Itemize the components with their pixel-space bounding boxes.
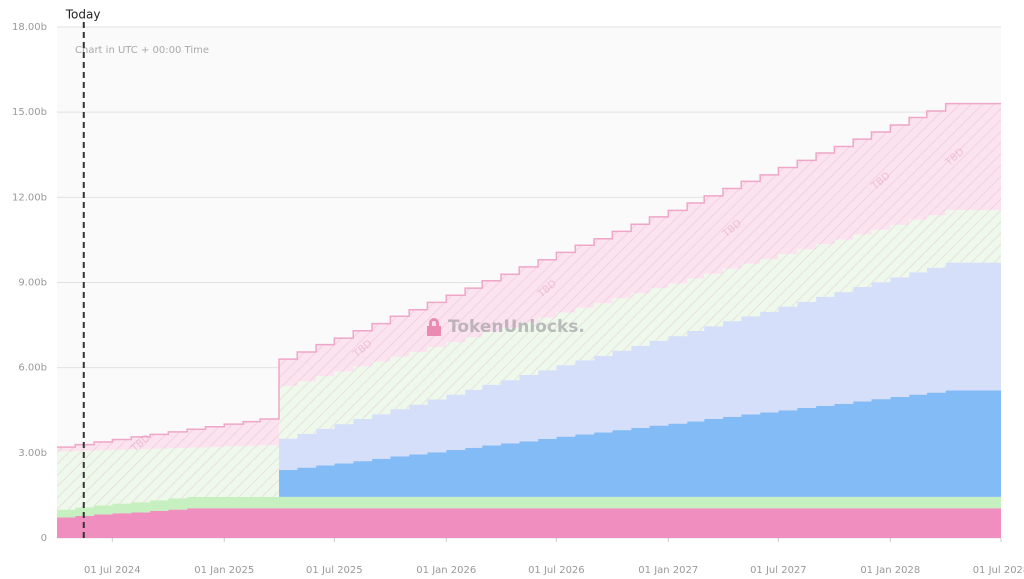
- watermark: TokenUnlocks.: [448, 317, 585, 337]
- y-tick-label: 15.00b: [12, 107, 47, 118]
- x-tick-label: 01 Jul 2026: [528, 565, 585, 576]
- y-tick-label: 0: [41, 533, 47, 544]
- watermark-icon: [427, 318, 441, 336]
- y-tick-label: 18.00b: [12, 22, 47, 33]
- x-tick-label: 01 Jul 2027: [750, 565, 807, 576]
- x-tick-label: 01 Jan 2026: [416, 565, 476, 576]
- today-label: Today: [65, 8, 101, 22]
- y-tick-label: 9.00b: [18, 278, 47, 289]
- top-line: [57, 102, 1001, 448]
- x-tick-label: 01 Jul 2025: [306, 565, 363, 576]
- x-tick-label: 01 Jan 2025: [194, 565, 254, 576]
- x-tick-label: 01 Jul 2028: [973, 565, 1024, 576]
- area: [57, 390, 1001, 510]
- area: [57, 496, 1001, 518]
- area-hatch: [57, 210, 1001, 510]
- area-hatch: [57, 103, 1001, 452]
- y-tick-label: 3.00b: [18, 448, 47, 459]
- x-tick-label: 01 Jan 2028: [860, 565, 920, 576]
- area: [57, 508, 1001, 538]
- x-tick-label: 01 Jan 2027: [638, 565, 698, 576]
- subtitle: Chart in UTC + 00:00 Time: [75, 45, 209, 56]
- y-tick-label: 6.00b: [18, 363, 47, 374]
- x-tick-label: 01 Jul 2024: [84, 565, 141, 576]
- y-tick-label: 12.00b: [12, 192, 47, 203]
- area: [57, 262, 1001, 510]
